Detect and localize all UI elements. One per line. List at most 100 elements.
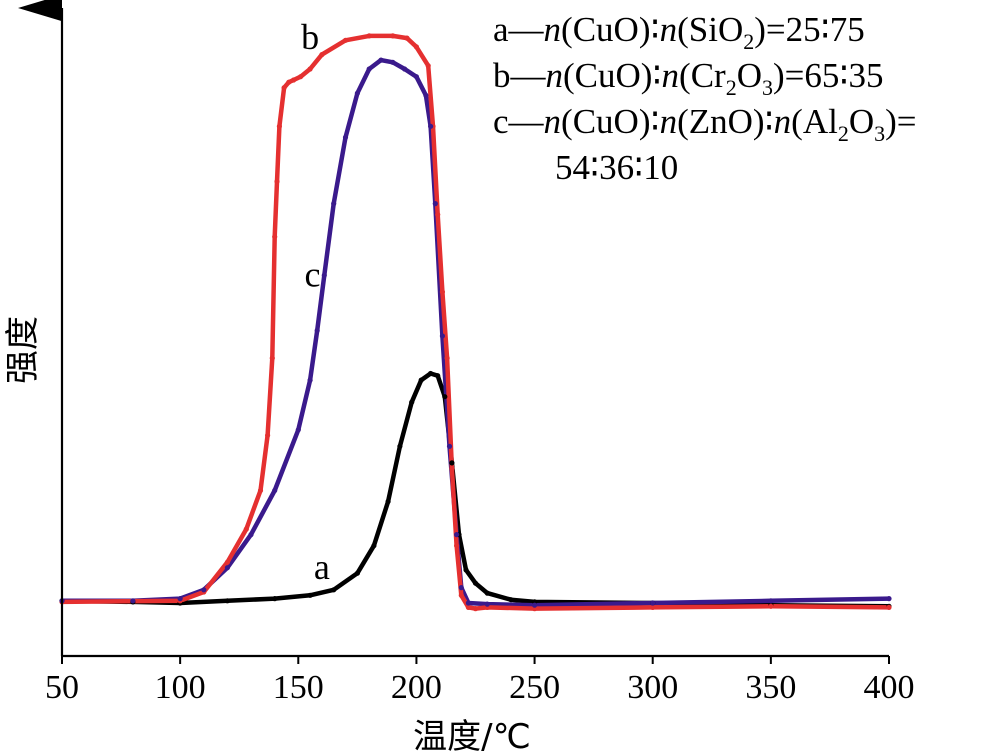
x-tick-label: 350 [745, 669, 796, 706]
data-point-b [425, 63, 431, 69]
curves-layer [59, 33, 892, 612]
data-point-c [446, 443, 453, 449]
data-point-c [314, 327, 320, 334]
data-point-b [265, 432, 271, 438]
x-ticks: 50 100 150 200 250 300 350 400 [45, 656, 915, 706]
data-point-a [418, 377, 424, 383]
curve-labels: a b c [301, 17, 330, 587]
data-point-b [291, 77, 297, 83]
data-point-c [439, 333, 445, 339]
data-point-c [272, 487, 278, 494]
data-point-c [432, 201, 438, 207]
data-point-a [371, 543, 377, 549]
data-point-a [409, 399, 415, 405]
data-point-b [342, 37, 349, 43]
data-point-a [224, 598, 230, 604]
y-axis-title: 强度 [3, 316, 43, 384]
data-point-a [397, 443, 403, 449]
x-tick-label: 100 [155, 669, 206, 706]
data-point-b [768, 603, 774, 609]
data-point-b [281, 85, 287, 91]
data-point-c [321, 272, 327, 278]
data-point-b [439, 289, 445, 295]
data-point-c [886, 596, 892, 602]
curve-label-c: c [304, 254, 320, 294]
data-point-a [272, 596, 278, 602]
x-tick-label: 250 [509, 669, 560, 706]
data-point-a [508, 597, 514, 603]
data-point-a [307, 592, 313, 598]
data-point-c [402, 66, 408, 72]
curve-label-b: b [301, 17, 319, 57]
data-point-b [472, 606, 479, 612]
data-point-b [257, 487, 264, 494]
data-point-c [768, 598, 774, 604]
data-point-c [248, 532, 254, 538]
data-point-b [274, 178, 280, 185]
data-point-c [390, 59, 396, 65]
curve-label-a: a [314, 547, 330, 587]
data-point-b [272, 234, 278, 240]
data-point-c [295, 427, 301, 433]
data-point-c [484, 601, 490, 607]
x-tick-label: 200 [391, 669, 442, 706]
data-point-a [472, 580, 479, 586]
data-point-b [307, 66, 313, 72]
data-point-b [390, 33, 396, 39]
data-point-c [378, 57, 384, 63]
data-point-a [354, 570, 360, 576]
data-point-b [366, 33, 372, 39]
data-point-c [307, 377, 313, 383]
data-point-b [269, 355, 275, 361]
data-point-b [444, 355, 450, 361]
x-axis-title: 温度/℃ [413, 717, 531, 755]
data-point-a [385, 498, 391, 505]
data-point-a [428, 370, 434, 377]
legend-entry-c-cont: 54∶36∶10 [555, 148, 679, 187]
data-point-c [532, 602, 538, 608]
data-point-b [465, 604, 471, 611]
data-point-c [366, 66, 372, 72]
data-point-b [404, 35, 410, 41]
data-point-c [458, 585, 464, 591]
x-tick-label: 300 [627, 669, 678, 706]
data-point-b [454, 543, 460, 549]
data-point-b [243, 526, 249, 532]
x-tick-label: 50 [45, 669, 79, 706]
data-point-c [428, 123, 434, 129]
data-point-b [449, 465, 455, 471]
data-point-c [342, 134, 349, 140]
data-point-a [484, 590, 490, 596]
x-tick-label: 150 [273, 669, 324, 706]
series-line-c [59, 57, 892, 608]
data-point-a [463, 567, 469, 573]
data-point-b [319, 52, 325, 58]
data-point-b [413, 44, 419, 50]
data-point-b [224, 559, 230, 565]
data-point-c [423, 92, 429, 98]
data-point-b [650, 604, 656, 611]
series-line-a [59, 371, 892, 609]
data-point-b [435, 212, 441, 218]
data-point-c [413, 74, 419, 80]
data-point-b [298, 74, 304, 80]
legend-entry-a: a—n(CuO)∶n(SiO2)=25∶75 [493, 10, 865, 54]
legend-entry-c: c—n(CuO)∶n(ZnO)∶n(Al2O3)= [493, 102, 917, 146]
data-point-c [130, 598, 136, 604]
data-point-b [458, 592, 464, 598]
data-point-c [331, 201, 337, 207]
x-tick-label: 400 [864, 669, 915, 706]
data-point-b [886, 604, 892, 611]
data-point-c [354, 90, 360, 96]
data-point-c [224, 565, 230, 571]
data-point-c [465, 600, 471, 606]
data-point-a [449, 460, 455, 466]
data-point-a [442, 394, 448, 400]
legend-entry-b: b—n(CuO)∶n(Cr2O3)=65∶35 [493, 56, 884, 100]
data-point-a [331, 587, 337, 593]
data-point-c [177, 596, 183, 602]
data-point-c [454, 532, 460, 538]
data-point-b [286, 79, 292, 85]
data-point-c [650, 600, 656, 606]
